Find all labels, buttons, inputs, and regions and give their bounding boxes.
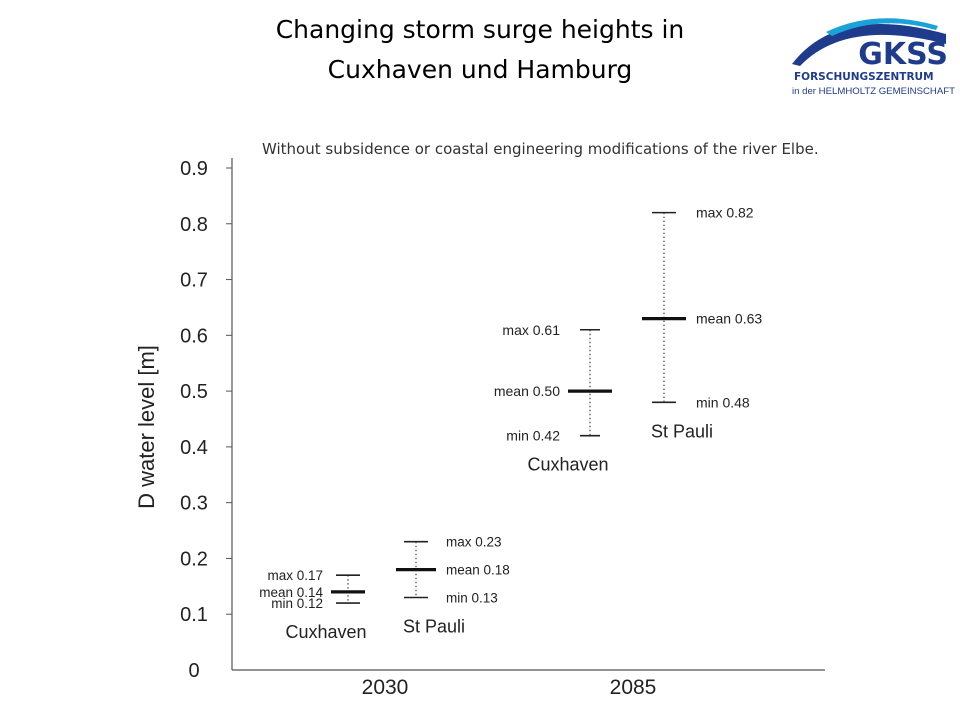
y-axis-label: D water level [m] (134, 345, 159, 509)
y-tick-label: 0.1 (180, 604, 208, 626)
y-tick-label: 0.2 (180, 548, 208, 570)
logo-arc-cyan (826, 18, 938, 36)
logo-line-1: FORSCHUNGSZENTRUM (794, 71, 934, 83)
max-label: max 0.17 (267, 568, 323, 583)
mean-label: mean 0.14 (259, 585, 323, 600)
max-label: max 0.23 (446, 535, 502, 550)
max-label: max 0.82 (696, 205, 754, 221)
y-tick-label: 0.9 (180, 158, 208, 180)
mean-label: mean 0.50 (494, 383, 560, 399)
y-tick-label: 0.5 (180, 381, 208, 403)
min-label: min 0.12 (271, 596, 323, 611)
y-tick-label: 0 (188, 660, 199, 682)
y-tick-label: 0.6 (180, 325, 208, 347)
station-name: Cuxhaven (527, 455, 608, 475)
y-tick-label: 0.3 (180, 493, 208, 515)
logo-word: GKSS (858, 37, 948, 72)
mean-label: mean 0.18 (446, 563, 510, 578)
station-name: St Pauli (403, 616, 465, 636)
station-name: St Pauli (651, 421, 713, 441)
min-label: min 0.13 (446, 590, 498, 605)
y-tick-label: 0.8 (180, 214, 208, 236)
max-label: max 0.61 (502, 322, 560, 338)
min-label: min 0.42 (506, 428, 560, 444)
mean-label: mean 0.63 (696, 311, 762, 327)
x-tick-label: 2085 (610, 676, 657, 699)
logo-line-2: in der HELMHOLTZ GEMEINSCHAFT (792, 86, 955, 97)
y-tick-label: 0.7 (180, 270, 208, 292)
min-label: min 0.48 (696, 394, 750, 410)
chart-axes: 0 0.1 0.2 0.3 0.4 0.5 0.6 0.7 0.8 0.9 D water leve… (134, 158, 825, 699)
x-tick-label: 2030 (362, 676, 409, 699)
title-line-1: Changing storm surge heights in (275, 15, 685, 44)
gkss-logo: GKSS FORSCHUNGSZENTRUM in der HELMHOLTZ … (792, 18, 955, 97)
title-line-2: Cuxhaven und Hamburg (327, 55, 633, 84)
y-tick-label: 0.4 (180, 437, 208, 459)
chart-subtitle: Without subsidence or coastal engineerin… (262, 140, 819, 158)
page-title: Changing storm surge heights in Cuxhaven… (150, 10, 810, 90)
station-name: Cuxhaven (285, 622, 366, 642)
